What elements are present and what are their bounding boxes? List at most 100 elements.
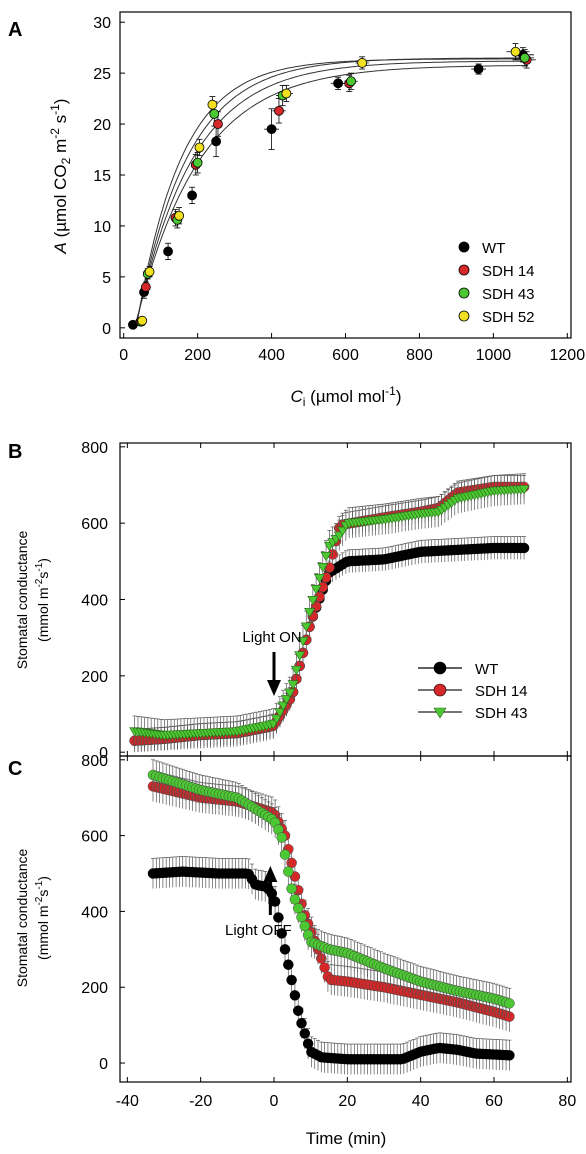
- y-tick-label: 15: [93, 168, 111, 185]
- data-point: [289, 894, 301, 905]
- x-tick-label: 600: [332, 347, 359, 364]
- y-tick-label: 25: [93, 66, 111, 83]
- data-point: [209, 108, 220, 119]
- y-tick-label: 10: [93, 219, 111, 236]
- y-tick-label: 800: [81, 440, 108, 457]
- fit-curve: [135, 58, 530, 328]
- panel-b-series: [129, 473, 530, 753]
- data-point: [294, 651, 306, 661]
- y-tick-label: 400: [81, 593, 108, 610]
- panel-a-points: [128, 46, 532, 330]
- panel-b-y-axis-label-line2: (mmol m-2s-1): [34, 558, 51, 642]
- data-point: [283, 866, 294, 877]
- data-point: [320, 552, 332, 562]
- panel-a-x-axis-label: Ci (µmol mol-1): [291, 384, 402, 409]
- panel-c-letter: C: [8, 758, 22, 780]
- data-point: [274, 708, 286, 718]
- y-tick-label: 800: [81, 753, 108, 770]
- panel-a-axes: 0 200 400 600 800 1000 1200 0 5 10 15 20 25 30: [93, 15, 585, 364]
- x-tick-label: 200: [184, 347, 211, 364]
- data-point: [281, 88, 292, 99]
- data-point: [357, 58, 368, 68]
- panel-a-letter: A: [8, 19, 22, 41]
- data-point: [346, 76, 356, 87]
- panel-b-y-axis-label-line1: Stomatal conductance: [14, 531, 30, 670]
- y-tick-label: 20: [93, 117, 111, 134]
- legend-label: WT: [482, 240, 505, 257]
- panel-a: A 0 200 400 600 800 1000 1200 0 5 10 15 20 25 30 WT SD…: [8, 11, 585, 409]
- data-point: [192, 157, 203, 168]
- data-point: [174, 210, 185, 221]
- panel-b-legend: WT SDH 14 SDH 43: [418, 661, 528, 722]
- data-point: [187, 190, 197, 201]
- y-tick-label: 0: [102, 321, 111, 338]
- data-point: [292, 1005, 304, 1016]
- x-tick-label: 800: [406, 347, 433, 364]
- data-point: [313, 574, 326, 584]
- data-point: [292, 902, 304, 914]
- panel-c-series: [147, 759, 515, 1075]
- panel-c-frame: [119, 755, 572, 1083]
- panel-c-x-axis-label: Time (min): [306, 1129, 387, 1148]
- series-error-bars: [132, 473, 527, 751]
- light-off-label: Light OFF: [225, 922, 292, 939]
- data-point: [271, 714, 283, 725]
- series-markers: [129, 485, 530, 741]
- light-on-label: Light ON: [242, 629, 301, 646]
- panel-b-annotation: Light ON: [242, 629, 302, 696]
- data-point: [279, 849, 291, 860]
- x-tick-label: 80: [558, 1093, 576, 1110]
- panel-a-error-bars: [129, 43, 536, 328]
- data-point: [290, 665, 302, 676]
- x-tick-label: 1200: [550, 347, 586, 364]
- legend-label: SDH 43: [482, 286, 535, 303]
- panel-b-letter: B: [8, 441, 22, 463]
- legend-marker: [433, 707, 447, 719]
- series-markers: [147, 769, 515, 1009]
- y-tick-label: 600: [81, 829, 108, 846]
- data-point: [144, 266, 155, 277]
- data-point: [300, 622, 312, 632]
- data-point: [296, 1017, 307, 1029]
- data-point: [510, 46, 521, 57]
- data-point: [518, 485, 530, 495]
- data-point: [211, 136, 222, 147]
- data-point: [473, 64, 484, 74]
- y-tick-label: 0: [99, 745, 108, 762]
- series-error-bars: [132, 475, 527, 753]
- data-point: [307, 596, 319, 606]
- data-point: [518, 542, 530, 554]
- data-point: [287, 680, 299, 690]
- data-point: [276, 832, 287, 843]
- y-tick-label: 200: [81, 980, 108, 997]
- x-tick-label: 0: [270, 1093, 279, 1110]
- data-point: [266, 124, 277, 135]
- data-point: [140, 282, 151, 292]
- data-point: [504, 1050, 515, 1061]
- data-point: [299, 1028, 311, 1039]
- data-point: [297, 637, 309, 647]
- panel-a-legend: WT SDH 14 SDH 43 SDH 52: [458, 240, 535, 326]
- data-point: [280, 695, 293, 705]
- data-point: [317, 563, 329, 573]
- panel-c-y-axis-label-line1: Stomatal conductance: [14, 849, 30, 988]
- series-markers: [129, 481, 530, 746]
- data-point: [137, 315, 148, 326]
- data-point: [273, 912, 284, 923]
- x-tick-label: 0: [119, 347, 128, 364]
- data-point: [283, 959, 294, 970]
- x-tick-label: 1000: [476, 347, 512, 364]
- legend-label: WT: [475, 661, 498, 678]
- y-tick-label: 30: [93, 15, 111, 32]
- panel-b-axes: 0 200 400 600 800: [81, 440, 568, 762]
- data-point: [296, 911, 307, 923]
- x-tick-label: 20: [338, 1093, 356, 1110]
- x-tick-label: 40: [412, 1093, 430, 1110]
- x-tick-label: -20: [189, 1093, 212, 1110]
- panel-c-y-axis-label-line2: (mmol m-2s-1): [34, 876, 51, 960]
- data-point: [279, 944, 291, 955]
- legend-label: SDH 14: [482, 263, 535, 280]
